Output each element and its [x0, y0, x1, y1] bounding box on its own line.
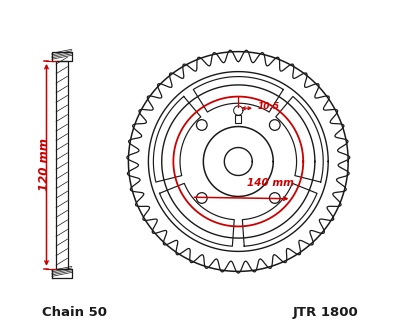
Text: Chain 50: Chain 50 [42, 306, 107, 319]
Bar [235, 115, 241, 123]
Text: JTR 1800: JTR 1800 [292, 306, 358, 319]
Text: 10.5: 10.5 [258, 102, 280, 111]
Text: 120 mm: 120 mm [38, 138, 51, 191]
Text: 140 mm: 140 mm [247, 178, 294, 188]
